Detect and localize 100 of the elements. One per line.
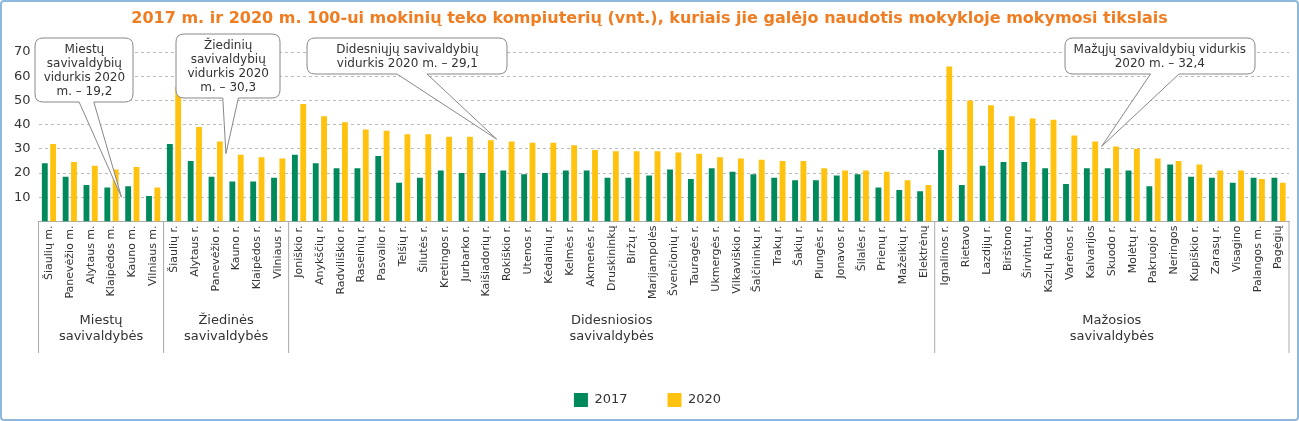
x-tick-label: Joniškio r. xyxy=(291,225,305,279)
annotation: Didesniųjų savivaldybių vidurkis 2020 m. – 29,1 xyxy=(335,42,480,70)
x-tick-label: Kauno r. xyxy=(229,225,243,271)
bar xyxy=(1146,186,1153,222)
bar xyxy=(946,66,953,222)
bar xyxy=(1258,179,1265,222)
bar xyxy=(321,116,327,222)
bar xyxy=(1042,168,1049,222)
y-tick-label: 10 xyxy=(14,188,31,204)
bar xyxy=(896,189,903,222)
bar xyxy=(71,162,77,222)
bar xyxy=(1188,176,1194,222)
bar xyxy=(125,186,132,222)
x-tick-label: Telšių r. xyxy=(396,225,410,268)
x-tick-label: Neringos xyxy=(1167,225,1181,275)
bar xyxy=(166,143,173,222)
bar xyxy=(508,141,515,222)
bar xyxy=(229,181,236,222)
x-tick-label: Plungės r. xyxy=(812,225,826,280)
text: Miestų savivaldybės xyxy=(58,312,144,344)
x-tick-label: Alytaus m. xyxy=(83,225,97,284)
x-tick-label: Molėtų r. xyxy=(1125,225,1139,274)
bar xyxy=(250,181,257,222)
x-tick-label: Trakų r. xyxy=(771,225,785,267)
y-tick-label: 40 xyxy=(14,115,31,131)
x-tick-label: Rietavo xyxy=(958,225,972,268)
bar xyxy=(833,175,840,222)
bar xyxy=(291,154,298,222)
bar xyxy=(812,180,819,222)
bar xyxy=(417,177,423,222)
x-tick-label: Kelmės r. xyxy=(562,225,576,276)
bar xyxy=(771,177,778,222)
bar xyxy=(383,130,390,222)
x-tick-label: Kalvarijos xyxy=(1083,225,1097,279)
bar xyxy=(487,140,494,222)
bar xyxy=(646,175,653,222)
x-tick-label: Švenčionių r. xyxy=(667,225,681,296)
annotation: Žiedinių savivaldybių vidurkis 2020 m. – 30,3 xyxy=(186,38,270,94)
bar xyxy=(1154,158,1161,222)
x-tick-label: Širvintų r. xyxy=(1021,225,1035,279)
bar xyxy=(583,170,590,222)
bar xyxy=(1229,182,1236,222)
x-tick-label: Anykščių r. xyxy=(312,225,326,286)
legend-label: 2020 xyxy=(688,391,722,407)
bar xyxy=(917,191,924,222)
bar xyxy=(1133,148,1140,222)
bar xyxy=(1279,182,1286,222)
bar xyxy=(562,170,569,222)
bar xyxy=(1021,162,1028,222)
annotation: Miestų savivaldybių vidurkis 2020 m. – 19,2 xyxy=(42,42,127,98)
bar xyxy=(979,165,986,222)
x-tick-label: Lazdijų r. xyxy=(979,225,993,275)
x-tick-label: Alytaus r. xyxy=(187,225,201,277)
bar xyxy=(792,180,798,222)
bar xyxy=(300,104,307,222)
bar xyxy=(612,151,619,222)
bar xyxy=(967,100,974,222)
bar xyxy=(104,187,111,222)
x-tick-label: Šiaulių m. xyxy=(41,225,55,280)
bar xyxy=(863,170,869,222)
x-tick-label: Klaipėdos m. xyxy=(104,225,118,297)
x-tick-label: Kazlų Rūdos xyxy=(1042,225,1056,293)
legend-label: 2017 xyxy=(594,391,628,407)
bar xyxy=(1271,177,1278,222)
x-tick-label: Biržų r. xyxy=(625,225,639,264)
bar xyxy=(1008,116,1015,222)
x-tick-label: Pagėgių xyxy=(1271,225,1285,270)
x-tick-label: Druskininkų xyxy=(604,225,618,291)
speech-bubble: Mažųjų savivaldybių vidurkis 2020 m. – 32,4 xyxy=(1063,37,1256,148)
y-tick-label: 50 xyxy=(14,91,31,107)
bar xyxy=(425,134,432,222)
bar xyxy=(41,163,48,222)
bar xyxy=(1104,168,1111,222)
x-tick-label: Vilniaus r. xyxy=(271,225,285,279)
x-tick-label: Zarasų r. xyxy=(1208,225,1222,275)
speech-bubble: Miestų savivaldybių vidurkis 2020 m. – 19,2 xyxy=(34,37,135,199)
bar xyxy=(1196,164,1203,222)
bar xyxy=(50,143,57,222)
x-tick-label: Mažeikių r. xyxy=(896,225,910,285)
bar xyxy=(271,177,277,222)
x-tick-label: Ukmergės r. xyxy=(708,225,722,292)
speech-bubble: Didesniųjų savivaldybių vidurkis 2020 m. – 29,1 xyxy=(306,37,509,141)
text: Mažosios savivaldybės xyxy=(1069,312,1155,344)
bar xyxy=(988,105,994,222)
x-tick-label: Ignalinos r. xyxy=(937,225,951,286)
y-tick-label: 30 xyxy=(14,140,31,156)
x-tick-label: Pasvalio r. xyxy=(375,225,389,281)
x-tick-label: Varėnos r. xyxy=(1063,225,1077,281)
bar xyxy=(800,160,807,222)
bar xyxy=(279,158,286,222)
bar xyxy=(592,150,598,222)
bar xyxy=(354,168,361,222)
bar xyxy=(437,170,444,222)
bar xyxy=(196,127,202,222)
bar xyxy=(341,122,348,222)
x-tick-label: Kaišiadorių r. xyxy=(479,225,493,297)
bar xyxy=(237,154,244,222)
x-tick-label: Rokiškio r. xyxy=(500,225,514,282)
bar xyxy=(216,141,223,222)
bar xyxy=(1217,170,1224,222)
